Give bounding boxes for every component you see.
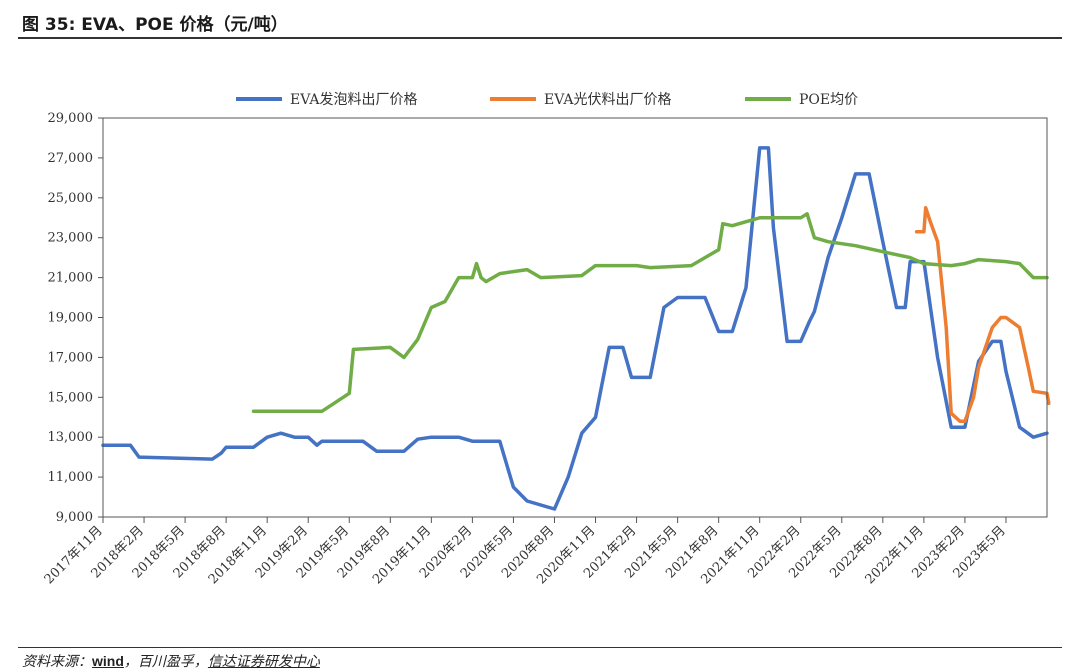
series-line-1 xyxy=(101,146,1049,511)
legend-label-2: EVA光伏料出厂价格 xyxy=(544,92,672,108)
source-mid: ，百川盈孚， xyxy=(123,654,208,670)
legend-label-1: EVA发泡料出厂价格 xyxy=(290,92,418,108)
source-note: 资料来源：wind，百川盈孚，信达证券研发中心 xyxy=(22,651,320,671)
source-prefix: 资料来源： xyxy=(22,654,92,670)
source-xd: 信达证券研发中心 xyxy=(207,654,320,670)
title-rule xyxy=(18,37,1062,39)
x-axis: 2017年11月2018年2月2018年5月2018年8月2018年11月201… xyxy=(42,517,1009,587)
legend: EVA发泡料出厂价格 EVA光伏料出厂价格 POE均价 xyxy=(236,92,858,108)
y-tick-label: 15,000 xyxy=(48,390,94,405)
plot-frame xyxy=(102,117,1048,518)
series-line-2 xyxy=(914,206,1051,423)
y-tick-label: 21,000 xyxy=(48,271,94,286)
y-tick-label: 13,000 xyxy=(48,430,94,445)
series-line-3 xyxy=(251,212,1049,414)
y-tick-label: 19,000 xyxy=(48,311,94,326)
source-wind: wind xyxy=(92,653,124,669)
y-tick-label: 23,000 xyxy=(48,231,94,246)
series-layer xyxy=(101,146,1051,511)
y-tick-label: 17,000 xyxy=(48,350,94,365)
figure-title: 图 35: EVA、POE 价格（元/吨） xyxy=(22,15,288,35)
y-tick-label: 9,000 xyxy=(56,510,93,525)
y-tick-label: 29,000 xyxy=(48,111,94,126)
y-axis: 9,000 11,000 13,000 15,000 17,000 19,000 21,00… xyxy=(48,111,103,525)
y-tick-label: 11,000 xyxy=(48,470,94,485)
y-tick-label: 27,000 xyxy=(48,151,94,166)
y-tick-label: 25,000 xyxy=(48,191,94,206)
source-rule xyxy=(18,647,1062,648)
legend-label-3: POE均价 xyxy=(799,92,858,108)
